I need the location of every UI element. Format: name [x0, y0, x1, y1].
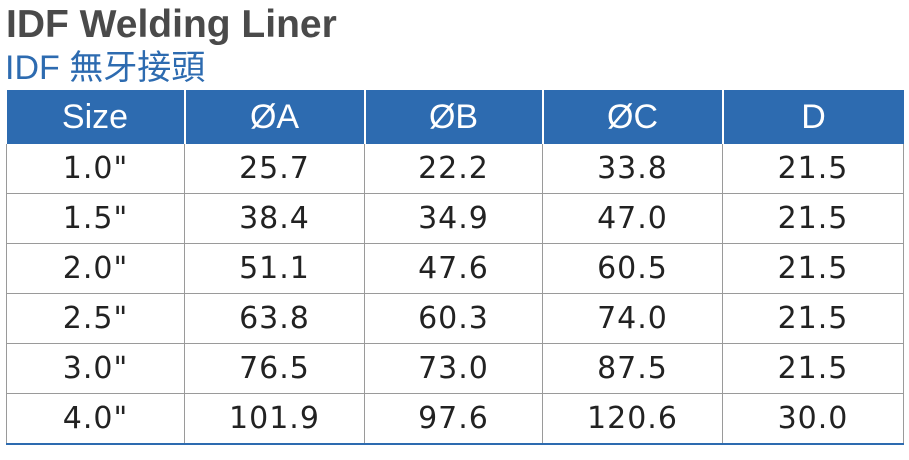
cell-d: 21.5: [722, 343, 904, 394]
table-row: 4.0" 101.9 97.6 120.6 30.0: [6, 393, 904, 445]
cell-size: 3.0": [6, 343, 185, 394]
spec-table: Size ØA ØB ØC D 1.0" 25.7 22.2 33.8 21.5…: [6, 90, 904, 445]
cell-a: 63.8: [184, 293, 365, 344]
page-subtitle: IDF 無牙接頭: [5, 49, 206, 87]
cell-d: 21.5: [722, 193, 904, 244]
table-row: 3.0" 76.5 73.0 87.5 21.5: [6, 343, 904, 394]
cell-a: 101.9: [184, 393, 365, 445]
cell-size: 2.0": [6, 243, 185, 294]
header-diameter-c: ØC: [541, 90, 724, 144]
cell-c: 74.0: [542, 293, 723, 344]
cell-b: 34.9: [364, 193, 543, 244]
cell-c: 120.6: [542, 393, 723, 445]
cell-size: 1.0": [6, 144, 185, 194]
cell-a: 38.4: [184, 193, 365, 244]
cell-a: 51.1: [184, 243, 365, 294]
cell-b: 97.6: [364, 393, 543, 445]
header-diameter-b: ØB: [363, 90, 544, 144]
cell-c: 60.5: [542, 243, 723, 294]
cell-b: 60.3: [364, 293, 543, 344]
cell-d: 21.5: [722, 144, 904, 194]
header-diameter-a: ØA: [183, 90, 366, 144]
cell-c: 47.0: [542, 193, 723, 244]
cell-size: 2.5": [6, 293, 185, 344]
header-d: D: [721, 90, 904, 144]
cell-d: 21.5: [722, 243, 904, 294]
cell-a: 25.7: [184, 144, 365, 194]
table-row: 2.0" 51.1 47.6 60.5 21.5: [6, 243, 904, 294]
cell-c: 33.8: [542, 144, 723, 194]
cell-b: 73.0: [364, 343, 543, 394]
table-row: 2.5" 63.8 60.3 74.0 21.5: [6, 293, 904, 344]
table-header-row: Size ØA ØB ØC D: [6, 90, 904, 144]
header-size: Size: [6, 90, 186, 144]
cell-b: 22.2: [364, 144, 543, 194]
cell-d: 30.0: [722, 393, 904, 445]
table-row: 1.5" 38.4 34.9 47.0 21.5: [6, 193, 904, 244]
cell-a: 76.5: [184, 343, 365, 394]
cell-size: 1.5": [6, 193, 185, 244]
cell-c: 87.5: [542, 343, 723, 394]
page-title: IDF Welding Liner: [6, 3, 337, 46]
cell-b: 47.6: [364, 243, 543, 294]
cell-size: 4.0": [6, 393, 185, 445]
table-row: 1.0" 25.7 22.2 33.8 21.5: [6, 144, 904, 194]
cell-d: 21.5: [722, 293, 904, 344]
